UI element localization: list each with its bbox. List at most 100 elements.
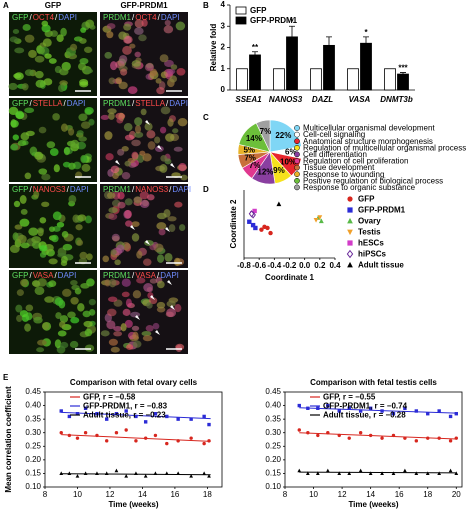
- cell: [133, 196, 142, 204]
- cell: [110, 249, 117, 256]
- marker: [380, 471, 384, 475]
- y-axis-title: Mean correlation coefficient: [4, 386, 13, 493]
- cell: [22, 24, 31, 31]
- cell: [84, 328, 93, 337]
- cell: [76, 239, 84, 246]
- stain-label: GFP/OCT4/DAPI: [12, 13, 77, 22]
- legend-swatch: [294, 131, 300, 138]
- legend-swatch: [294, 151, 300, 158]
- cell: [41, 173, 51, 181]
- cell: [104, 131, 113, 140]
- bar: [397, 73, 409, 91]
- cell: [124, 160, 132, 167]
- stain-label: GFP/NANOS3/DAPI: [12, 185, 89, 194]
- cell: [134, 19, 144, 28]
- marker: [391, 471, 396, 475]
- marker: [247, 219, 252, 224]
- marker: [326, 403, 330, 408]
- cell: [120, 68, 128, 76]
- arrowhead: [170, 305, 175, 310]
- cell: [52, 211, 62, 221]
- cell: [144, 122, 153, 131]
- slice-label: 5%: [243, 145, 255, 154]
- cell: [25, 312, 33, 321]
- marker: [95, 433, 99, 438]
- stain-part: /: [55, 13, 58, 22]
- legend-label: hESCs: [358, 239, 384, 248]
- cell: [19, 218, 30, 227]
- stain-label: GFP/STELLA/DAPI: [12, 99, 85, 108]
- bar: [249, 54, 261, 91]
- cell: [108, 296, 118, 302]
- significance: ***: [398, 64, 408, 73]
- marker: [318, 218, 324, 224]
- legend-swatch: [235, 6, 247, 15]
- stain-part: DAPI: [58, 271, 77, 280]
- panel-letter: C: [203, 113, 209, 122]
- cell: [123, 123, 133, 132]
- cell: [131, 151, 139, 160]
- marker: [250, 222, 256, 228]
- cell: [131, 325, 140, 331]
- cell: [177, 117, 188, 127]
- marker: [248, 210, 255, 218]
- pie-slice: [269, 119, 302, 153]
- cell: [118, 81, 128, 90]
- significance: *: [290, 17, 294, 26]
- marker: [253, 225, 258, 231]
- y-tick-label: 0.10: [265, 482, 281, 491]
- cell: [144, 63, 154, 72]
- x-tick-label: -0.8: [237, 261, 251, 270]
- cell: [175, 21, 186, 31]
- cell: [124, 198, 133, 206]
- marker: [134, 471, 138, 475]
- marker: [114, 468, 119, 473]
- marker: [207, 474, 211, 478]
- cell: [134, 51, 141, 58]
- cell: [115, 77, 123, 85]
- plot-frame: [284, 391, 463, 488]
- cell: [108, 278, 117, 288]
- cell: [81, 163, 91, 172]
- cell: [106, 31, 114, 39]
- cell: [78, 113, 88, 122]
- panel-letter: B: [203, 1, 209, 10]
- legend-label: Adult tissue, r = −0.28: [323, 411, 406, 420]
- stain-part: NANOS3: [33, 185, 66, 194]
- arrowhead: [145, 240, 150, 245]
- cell: [69, 43, 78, 51]
- marker: [437, 471, 442, 475]
- marker: [454, 471, 459, 475]
- cell: [28, 227, 39, 236]
- cell: [34, 151, 44, 160]
- bar: [236, 68, 248, 91]
- cell: [178, 224, 186, 232]
- cell: [60, 255, 68, 264]
- cell: [44, 53, 52, 59]
- marker: [207, 439, 211, 443]
- cell: [42, 38, 52, 47]
- legend-label: Adult tissue, r = −0.23: [83, 411, 166, 420]
- marker: [358, 468, 363, 473]
- stain-part: DAPI: [160, 271, 179, 280]
- cell: [142, 153, 152, 162]
- legend-label: Anatomical structure morphogenesis: [303, 137, 433, 146]
- stain-label: PRDM1/STELLA/DAPI: [103, 99, 188, 108]
- marker: [189, 474, 194, 478]
- stain-label: PRDM1/NANOS3/DAPI: [103, 185, 191, 194]
- cell: [167, 216, 177, 222]
- stain-part: /: [132, 271, 135, 280]
- stain-part: PRDM1: [103, 271, 132, 280]
- cell: [125, 298, 132, 308]
- y-tick-label: 0.25: [265, 441, 281, 450]
- cell: [41, 201, 50, 208]
- legend-label: GFP-PRDM1, r = −0.83: [83, 402, 168, 411]
- panel-letter: E: [3, 373, 9, 382]
- significance: **: [252, 43, 259, 52]
- stain-part: /: [132, 99, 135, 108]
- cell: [13, 200, 21, 208]
- cell: [167, 118, 174, 127]
- cell: [77, 214, 87, 222]
- stain-part: /: [29, 271, 32, 280]
- marker: [95, 412, 99, 416]
